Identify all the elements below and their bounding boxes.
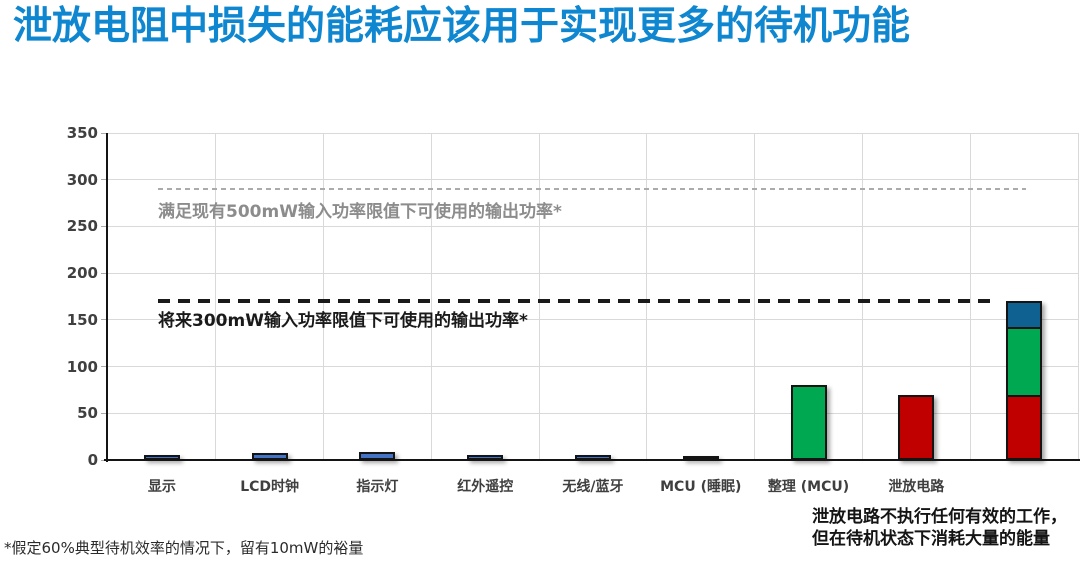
grid-line-v <box>323 133 325 460</box>
bar <box>790 385 827 460</box>
bleeder-annotation-line1: 泄放电路不执行任何有效的工作， <box>812 507 1067 527</box>
y-tick <box>101 225 108 227</box>
grid-line-h <box>108 366 1078 368</box>
grid-line-h <box>108 132 1078 134</box>
y-axis-line <box>106 133 108 462</box>
x-tick-label: LCD时钟 <box>240 479 300 495</box>
bleeder-annotation-line2: 但在待机状态下消耗大量的能量 <box>812 529 1050 549</box>
bar-segment-stack-bleeder <box>1006 394 1043 460</box>
x-tick-label: 指示灯 <box>356 479 399 495</box>
grid-line-v <box>646 133 648 460</box>
page-title: 泄放电阻中损失的能耗应该用于实现更多的待机功能 <box>13 4 911 49</box>
ref-line-gray-dashed <box>158 188 1026 191</box>
grid-line-h <box>108 272 1078 274</box>
y-tick <box>101 412 108 414</box>
x-tick-label: MCU (睡眠) <box>660 479 742 495</box>
grid-line-v <box>969 133 971 460</box>
bleeder-annotation: 泄放电路不执行任何有效的工作， 但在待机状态下消耗大量的能量 <box>812 506 1082 550</box>
ref-line-black-dashed <box>158 299 994 304</box>
bar-segment-indicator-led <box>359 451 396 460</box>
ref-line-label-gray: 满足现有500mW输入功率限值下可使用的输出功率* <box>158 202 562 223</box>
grid-line-h <box>108 319 1078 321</box>
y-tick-label: 250 <box>66 217 98 236</box>
grid-line-v <box>538 133 540 460</box>
y-tick-label: 300 <box>66 170 98 189</box>
bar <box>1006 300 1043 460</box>
y-tick <box>101 272 108 274</box>
bar-segment-management-mcu <box>790 385 827 460</box>
grid-line-v <box>215 133 217 460</box>
grid-line-v <box>430 133 432 460</box>
y-tick-label: 350 <box>66 124 98 142</box>
bar-segment-stack-standby-loads <box>1006 300 1043 329</box>
y-tick <box>101 179 108 181</box>
y-tick-label: 0 <box>87 451 98 469</box>
grid-line-v <box>1077 133 1079 460</box>
y-tick <box>101 132 108 134</box>
bar-segment-stack-management <box>1006 326 1043 397</box>
grid-line-h <box>108 225 1078 227</box>
bar <box>359 451 396 460</box>
ref-line-label-black: 将来300mW输入功率限值下可使用的输出功率* <box>158 311 528 332</box>
y-tick-label: 150 <box>66 310 98 329</box>
y-tick-label: 200 <box>66 264 98 283</box>
grid-line-h <box>108 412 1078 414</box>
grid-line-v <box>861 133 863 460</box>
grid-line-v <box>754 133 756 460</box>
y-tick-label: 50 <box>77 404 98 423</box>
footnote: *假定60%典型待机效率的情况下，留有10mW的裕量 <box>4 539 364 557</box>
grid-line-h <box>108 179 1078 181</box>
y-tick-label: 100 <box>66 357 98 376</box>
x-tick-label: 无线/蓝牙 <box>562 479 624 495</box>
y-tick <box>101 366 108 368</box>
x-tick-label: 泄放电路 <box>888 479 945 495</box>
x-tick-label: 显示 <box>147 479 176 495</box>
bar-segment-bleeder-circuit <box>898 394 935 460</box>
x-axis-line <box>104 459 1080 461</box>
x-tick-label: 整理 (MCU) <box>767 479 850 495</box>
y-tick <box>101 319 108 321</box>
bar <box>898 394 935 460</box>
x-tick-label: 红外遥控 <box>457 479 514 495</box>
